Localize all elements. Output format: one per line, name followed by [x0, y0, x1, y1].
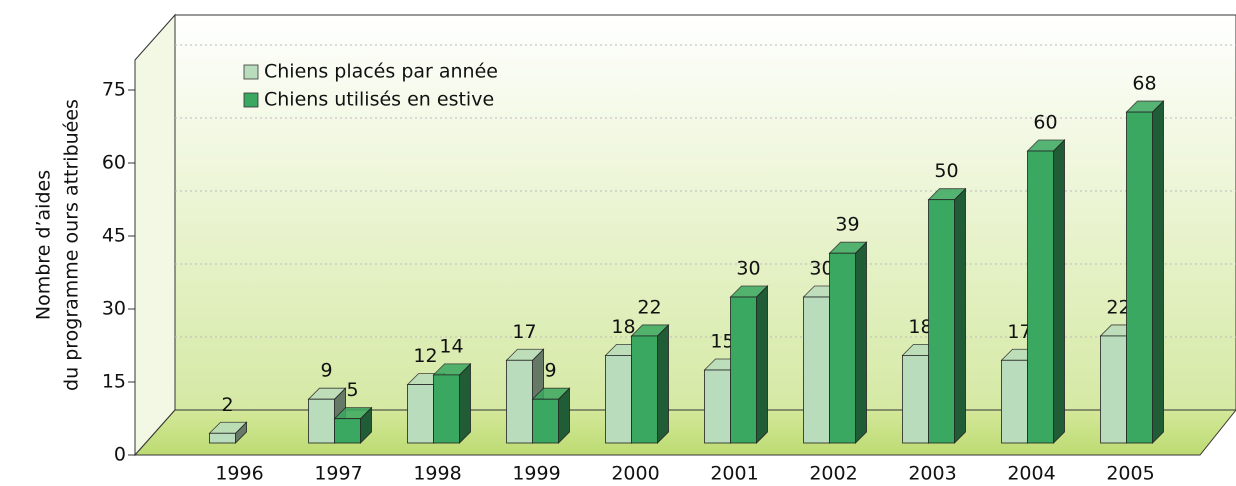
bar-face [954, 187, 966, 444]
legend-label: Chiens utilisés en estive [264, 89, 494, 111]
legend-swatch [243, 92, 259, 108]
data-label: 12 [413, 345, 437, 367]
bar-face [704, 369, 731, 444]
bar-face [657, 323, 669, 444]
y-tick-label: 0 [114, 444, 126, 466]
data-label: 9 [320, 360, 332, 382]
bar-face [308, 398, 335, 444]
x-tick-label: 2001 [710, 463, 758, 485]
bar-face [855, 241, 867, 444]
bar [208, 421, 248, 444]
data-label: 17 [1007, 321, 1031, 343]
y-tick-label: 75 [102, 79, 126, 101]
bar-face [829, 252, 856, 444]
data-label: 9 [544, 360, 556, 382]
bar [531, 387, 571, 444]
y-tick-label: 60 [102, 152, 126, 174]
side-wall [134, 13, 176, 457]
data-label: 30 [809, 258, 833, 280]
y-tick-label: 15 [102, 371, 126, 393]
x-tick-label: 2002 [809, 463, 857, 485]
bar-face [459, 362, 471, 444]
data-label: 14 [439, 335, 463, 357]
data-label: 18 [908, 316, 932, 338]
bar-face [803, 296, 830, 444]
bar-face [433, 374, 460, 444]
bar-face [506, 359, 533, 444]
data-label: 18 [611, 316, 635, 338]
y-tick-label: 30 [102, 298, 126, 320]
bar [630, 323, 670, 444]
bar-face [1126, 111, 1153, 444]
bar [333, 406, 373, 444]
data-label: 22 [637, 296, 661, 318]
bar-face [1053, 139, 1065, 444]
bar-face [1100, 335, 1127, 444]
bar-face [928, 199, 955, 444]
x-tick-label: 1998 [413, 463, 461, 485]
bar-face [209, 432, 236, 444]
bar [729, 285, 769, 444]
data-label: 60 [1033, 112, 1057, 134]
data-label: 30 [736, 258, 760, 280]
bar-face [730, 296, 757, 444]
y-tick-label: 45 [102, 225, 126, 247]
bar [432, 362, 472, 444]
x-tick-label: 2000 [611, 463, 659, 485]
x-tick-label: 1999 [512, 463, 560, 485]
bar-face [902, 354, 929, 444]
x-tick-label: 2004 [1007, 463, 1055, 485]
bar-face [407, 384, 434, 444]
data-label: 15 [710, 331, 734, 353]
legend-label: Chiens placés par année [264, 61, 498, 83]
data-label: 68 [1132, 73, 1156, 95]
bar-face [1027, 150, 1054, 444]
bar-face [532, 398, 559, 444]
y-axis-title-line: du programme ours attribuées [61, 99, 83, 391]
bar-face [631, 335, 658, 444]
x-tick-label: 2005 [1106, 463, 1154, 485]
floor [133, 409, 1236, 456]
legend-swatch [243, 64, 259, 80]
data-label: 5 [346, 379, 358, 401]
x-tick-label: 1996 [215, 463, 263, 485]
bar-face [1152, 100, 1164, 444]
bar-face [1001, 359, 1028, 444]
data-label: 39 [835, 214, 859, 236]
x-tick-label: 1997 [314, 463, 362, 485]
data-label: 22 [1106, 296, 1130, 318]
bar [927, 187, 967, 444]
y-axis-title: Nombre d’aides du programme ours attribu… [33, 99, 83, 391]
bar-face [605, 354, 632, 444]
y-axis-title-line: Nombre d’aides [33, 170, 55, 320]
bar-face [334, 418, 361, 444]
bar [1125, 100, 1165, 444]
bar [1026, 139, 1066, 444]
data-label: 2 [221, 394, 233, 416]
data-label: 17 [512, 321, 536, 343]
bar-face [756, 285, 768, 444]
bar [828, 241, 868, 444]
data-label: 50 [934, 160, 958, 182]
x-tick-label: 2003 [908, 463, 956, 485]
